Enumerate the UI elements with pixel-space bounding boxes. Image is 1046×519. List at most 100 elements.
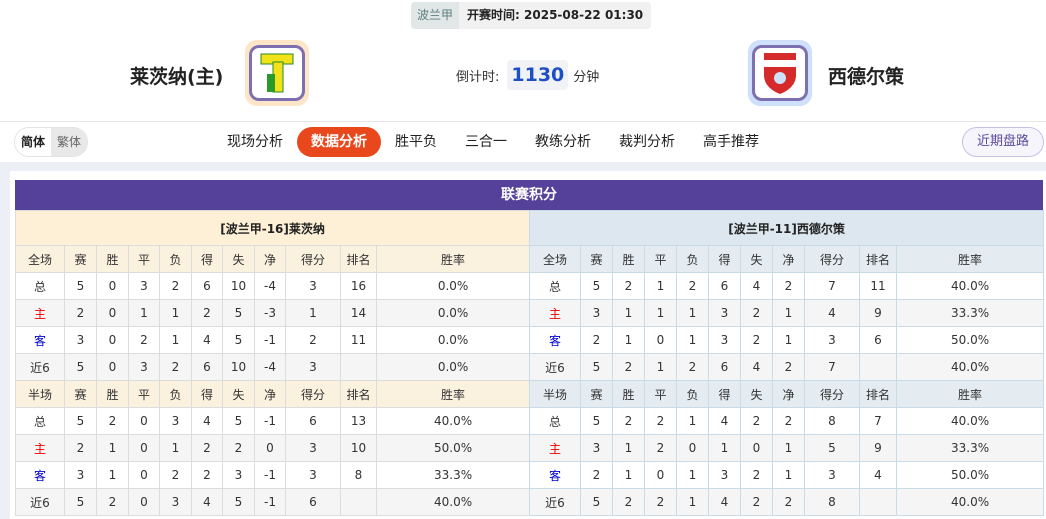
table-cell: 0: [740, 434, 773, 462]
table-caption-row: [波兰甲-11]西德尔策: [528, 210, 1045, 246]
table-cell: 2: [580, 461, 613, 489]
table-cell: 2: [772, 353, 805, 381]
row-label: 客: [529, 461, 581, 489]
column-header: 负: [676, 380, 709, 408]
home-team-logo[interactable]: [245, 40, 309, 106]
table-cell: 3: [285, 434, 341, 462]
table-cell: 6: [859, 326, 897, 354]
table-cell: 1: [772, 434, 805, 462]
table-cell: 1: [676, 461, 709, 489]
tab-referee-analysis[interactable]: 裁判分析: [619, 134, 675, 150]
column-header: 得分: [804, 380, 860, 408]
table-cell: 5: [580, 272, 613, 300]
lang-traditional[interactable]: 繁体: [51, 128, 88, 156]
table-cell: -1: [254, 461, 286, 489]
column-header: 排名: [340, 380, 377, 408]
row-label: 近6: [15, 353, 65, 381]
table-cell: 4: [191, 407, 223, 435]
table-cell: 2: [740, 299, 773, 327]
table-cell: 50.0%: [895, 326, 1045, 354]
table-cell: 3: [159, 407, 192, 435]
countdown-unit: 分钟: [573, 69, 600, 85]
table-cell: 5: [64, 272, 97, 300]
table-cell: 3: [804, 461, 860, 489]
table-cell: 3: [285, 272, 341, 300]
table-row: 总 5 2 2 1 4 2 2 8 7 40.0%: [529, 407, 1045, 435]
tab-data-analysis[interactable]: 数据分析: [297, 127, 381, 157]
column-header: 净: [772, 380, 805, 408]
column-header: 净: [254, 380, 286, 408]
away-team-logo[interactable]: [748, 40, 812, 106]
table-cell: 3: [708, 461, 741, 489]
tab-win-draw-loss[interactable]: 胜平负: [395, 134, 437, 150]
table-cell: 4: [804, 299, 860, 327]
row-label: 总: [529, 407, 581, 435]
table-row: 客 2 1 0 1 3 2 1 3 6 50.0%: [529, 326, 1045, 354]
column-header: 净: [254, 245, 286, 273]
table-cell: 2: [128, 326, 160, 354]
nav-bar: 简体 繁体 现场分析 数据分析 胜平负 三合一 教练分析 裁判分析 高手推荐 近…: [0, 121, 1046, 161]
row-label: 总: [15, 272, 65, 300]
away-crest-icon: [764, 53, 796, 94]
tab-live-analysis[interactable]: 现场分析: [227, 134, 283, 150]
table-caption: [波兰甲-16]莱茨纳: [14, 210, 531, 246]
table-cell: 2: [772, 407, 805, 435]
table-row: 总 5 2 1 2 6 4 2 7 11 40.0%: [529, 272, 1045, 300]
table-cell: 4: [191, 326, 223, 354]
column-header: 平: [128, 245, 160, 273]
section-label: 半场: [529, 380, 581, 408]
table-cell: 3: [128, 353, 160, 381]
table-row: 总 5 2 0 3 4 5 -1 6 13 40.0%: [15, 407, 531, 435]
row-label: 主: [15, 299, 65, 327]
column-header: 净: [772, 245, 805, 273]
away-team-name[interactable]: 西德尔策: [828, 66, 905, 88]
table-cell: 4: [191, 488, 223, 516]
column-header: 胜率: [375, 380, 531, 408]
home-standings-table: [波兰甲-16]莱茨纳 全场赛胜平负得失净得分 排名 胜率总 5 0 3 2 6 10 -4 3 16 0…: [14, 210, 531, 516]
countdown-label: 倒计时:: [456, 69, 500, 85]
table-cell: 14: [340, 299, 377, 327]
table-cell: 2: [191, 299, 223, 327]
table-cell: 50.0%: [895, 461, 1045, 489]
tab-three-in-one[interactable]: 三合一: [465, 134, 507, 150]
column-header: 胜率: [895, 245, 1045, 273]
tab-expert-picks[interactable]: 高手推荐: [703, 134, 759, 150]
table-cell: 5: [580, 407, 613, 435]
kickoff-label: 开赛时间:: [467, 8, 520, 22]
table-cell: 1: [612, 461, 645, 489]
table-cell: 2: [191, 434, 223, 462]
tab-coach-analysis[interactable]: 教练分析: [535, 134, 591, 150]
row-label: 近6: [529, 353, 581, 381]
home-team-name[interactable]: 莱茨纳(主): [130, 66, 224, 88]
table-cell: 7: [804, 272, 860, 300]
table-cell: 2: [159, 353, 192, 381]
table-cell: 5: [222, 326, 255, 354]
table-cell: 1: [676, 488, 709, 516]
table-cell: 33.3%: [895, 299, 1045, 327]
table-cell: 8: [804, 488, 860, 516]
table-cell: 1: [612, 434, 645, 462]
table-cell: 6: [191, 353, 223, 381]
table-cell: 40.0%: [895, 353, 1045, 381]
table-cell: 40.0%: [375, 407, 531, 435]
table-row: 主 2 0 1 1 2 5 -3 1 14 0.0%: [15, 299, 531, 327]
column-header: 得: [708, 380, 741, 408]
lang-simplified[interactable]: 简体: [15, 128, 52, 156]
table-cell: 2: [644, 488, 677, 516]
table-cell: -4: [254, 272, 286, 300]
table-cell: 6: [285, 407, 341, 435]
table-cell: 0: [128, 488, 160, 516]
table-cell: 5: [64, 407, 97, 435]
table-cell: 6: [285, 488, 341, 516]
table-cell: 0.0%: [375, 299, 531, 327]
table-header-row: 半场赛胜平负得失净得分 排名 胜率: [529, 380, 1045, 408]
league-badge[interactable]: 波兰甲: [411, 2, 460, 29]
table-cell: 0.0%: [375, 353, 531, 381]
kickoff-time: 开赛时间: 2025-08-22 01:30: [459, 2, 651, 29]
recent-handicap-button[interactable]: 近期盘路: [962, 127, 1044, 157]
match-info: 波兰甲 开赛时间: 2025-08-22 01:30: [411, 2, 652, 29]
section-label: 全场: [15, 245, 65, 273]
table-cell: 1: [772, 461, 805, 489]
table-row: 客 3 0 2 1 4 5 -1 2 11 0.0%: [15, 326, 531, 354]
table-cell: 1: [159, 299, 192, 327]
